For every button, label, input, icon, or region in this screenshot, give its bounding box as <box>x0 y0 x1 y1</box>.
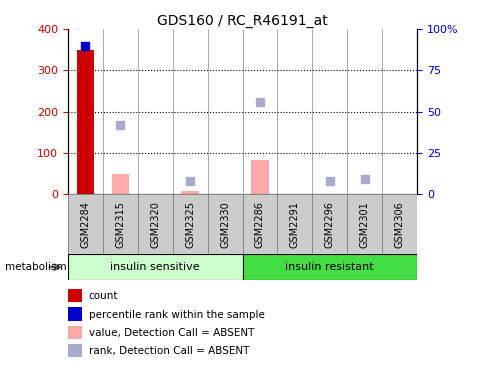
Bar <box>242 254 416 280</box>
Bar <box>68 194 103 254</box>
Text: GSM2306: GSM2306 <box>394 201 404 247</box>
Bar <box>68 289 82 302</box>
Text: GSM2330: GSM2330 <box>220 201 229 247</box>
Bar <box>277 194 312 254</box>
Text: count: count <box>89 291 118 302</box>
Text: value, Detection Call = ABSENT: value, Detection Call = ABSENT <box>89 328 254 338</box>
Point <box>81 43 89 49</box>
Text: GSM2301: GSM2301 <box>359 201 369 247</box>
Text: GSM2320: GSM2320 <box>150 201 160 248</box>
Point <box>116 122 124 128</box>
Bar <box>312 194 347 254</box>
Bar <box>76 50 94 194</box>
Bar <box>242 194 277 254</box>
Text: GSM2325: GSM2325 <box>185 201 195 248</box>
Text: GSM2286: GSM2286 <box>255 201 264 248</box>
Bar <box>207 194 242 254</box>
Bar <box>68 307 82 321</box>
Text: metabolism: metabolism <box>5 262 66 272</box>
Bar <box>68 344 82 357</box>
Text: percentile rank within the sample: percentile rank within the sample <box>89 310 264 320</box>
Bar <box>137 194 172 254</box>
Bar <box>381 194 416 254</box>
Point <box>186 178 194 184</box>
Text: GSM2315: GSM2315 <box>115 201 125 248</box>
Text: GSM2291: GSM2291 <box>289 201 299 248</box>
Point <box>325 178 333 184</box>
Bar <box>181 191 198 194</box>
Bar <box>68 254 242 280</box>
Bar <box>103 194 137 254</box>
Text: GSM2284: GSM2284 <box>80 201 90 248</box>
Title: GDS160 / RC_R46191_at: GDS160 / RC_R46191_at <box>157 14 327 28</box>
Point <box>256 99 263 105</box>
Text: insulin resistant: insulin resistant <box>285 262 373 272</box>
Bar <box>172 194 207 254</box>
Bar <box>347 194 381 254</box>
Bar <box>68 326 82 339</box>
Bar <box>251 160 268 194</box>
Text: GSM2296: GSM2296 <box>324 201 334 248</box>
Text: insulin sensitive: insulin sensitive <box>110 262 199 272</box>
Text: rank, Detection Call = ABSENT: rank, Detection Call = ABSENT <box>89 346 249 356</box>
Bar <box>111 174 129 194</box>
Point <box>360 176 368 182</box>
